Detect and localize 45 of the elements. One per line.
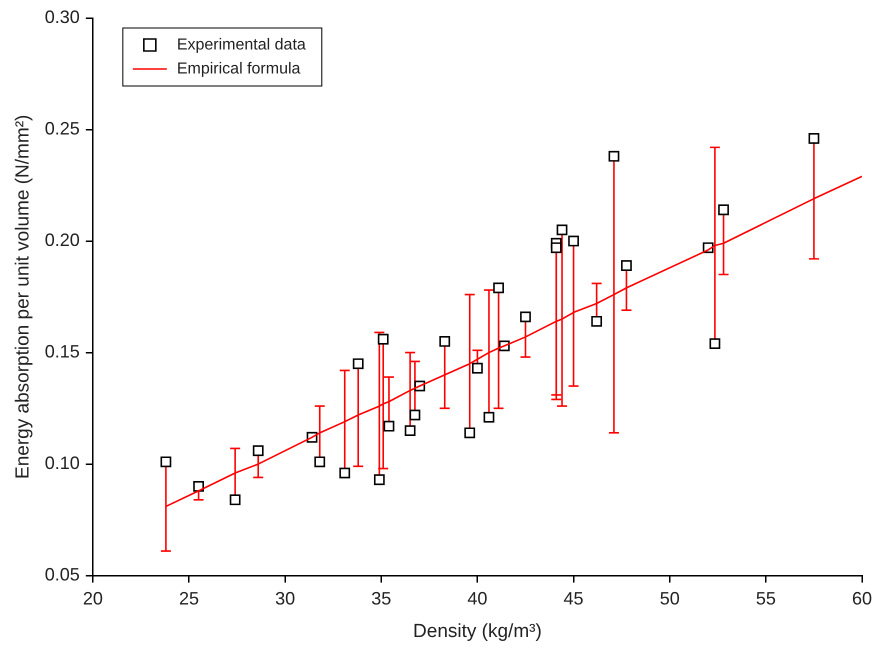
point (710, 338, 720, 350)
legend-label: Empirical formula (176, 60, 301, 78)
point (484, 412, 494, 423)
point (808, 133, 820, 144)
point (472, 362, 483, 374)
y-tick-label: 0.05 (44, 564, 80, 585)
point (252, 445, 264, 456)
x-tick-label: 60 (852, 588, 872, 608)
x-tick-label: 35 (371, 588, 392, 608)
point (591, 316, 602, 327)
point (464, 427, 476, 438)
x-tick-label: 45 (564, 588, 584, 608)
x-tick-label: 40 (467, 588, 488, 608)
point (493, 282, 504, 294)
legend-label: Experimental data (176, 36, 306, 54)
y-tick-label: 0.20 (44, 230, 80, 250)
y-tick-label: 0.15 (44, 342, 80, 362)
point (374, 474, 385, 486)
point (410, 410, 420, 420)
y-axis-title: Energy absorption per unit volume (N/mm²) (12, 114, 34, 479)
point (568, 236, 579, 246)
x-tick-label: 50 (660, 588, 680, 608)
point (550, 242, 562, 254)
point (621, 260, 632, 271)
x-tick-label: 55 (756, 588, 776, 608)
point (384, 420, 394, 432)
point (314, 456, 326, 468)
point (352, 358, 364, 370)
point (718, 204, 729, 216)
point (230, 494, 241, 506)
x-tick-label: 30 (275, 588, 296, 608)
point (339, 468, 350, 478)
point (556, 224, 568, 236)
point (378, 334, 389, 345)
x-axis-title: Density (kg/m³) (413, 620, 542, 642)
point (404, 425, 416, 436)
x-tick-label: 20 (82, 588, 103, 608)
point (608, 150, 620, 162)
point (160, 456, 172, 468)
y-tick-label: 0.25 (44, 118, 80, 138)
point (520, 311, 531, 322)
x-tick-label: 25 (178, 588, 199, 608)
y-tick-label: 0.10 (44, 453, 80, 474)
point (439, 336, 450, 347)
y-tick-label: 0.30 (44, 6, 80, 27)
